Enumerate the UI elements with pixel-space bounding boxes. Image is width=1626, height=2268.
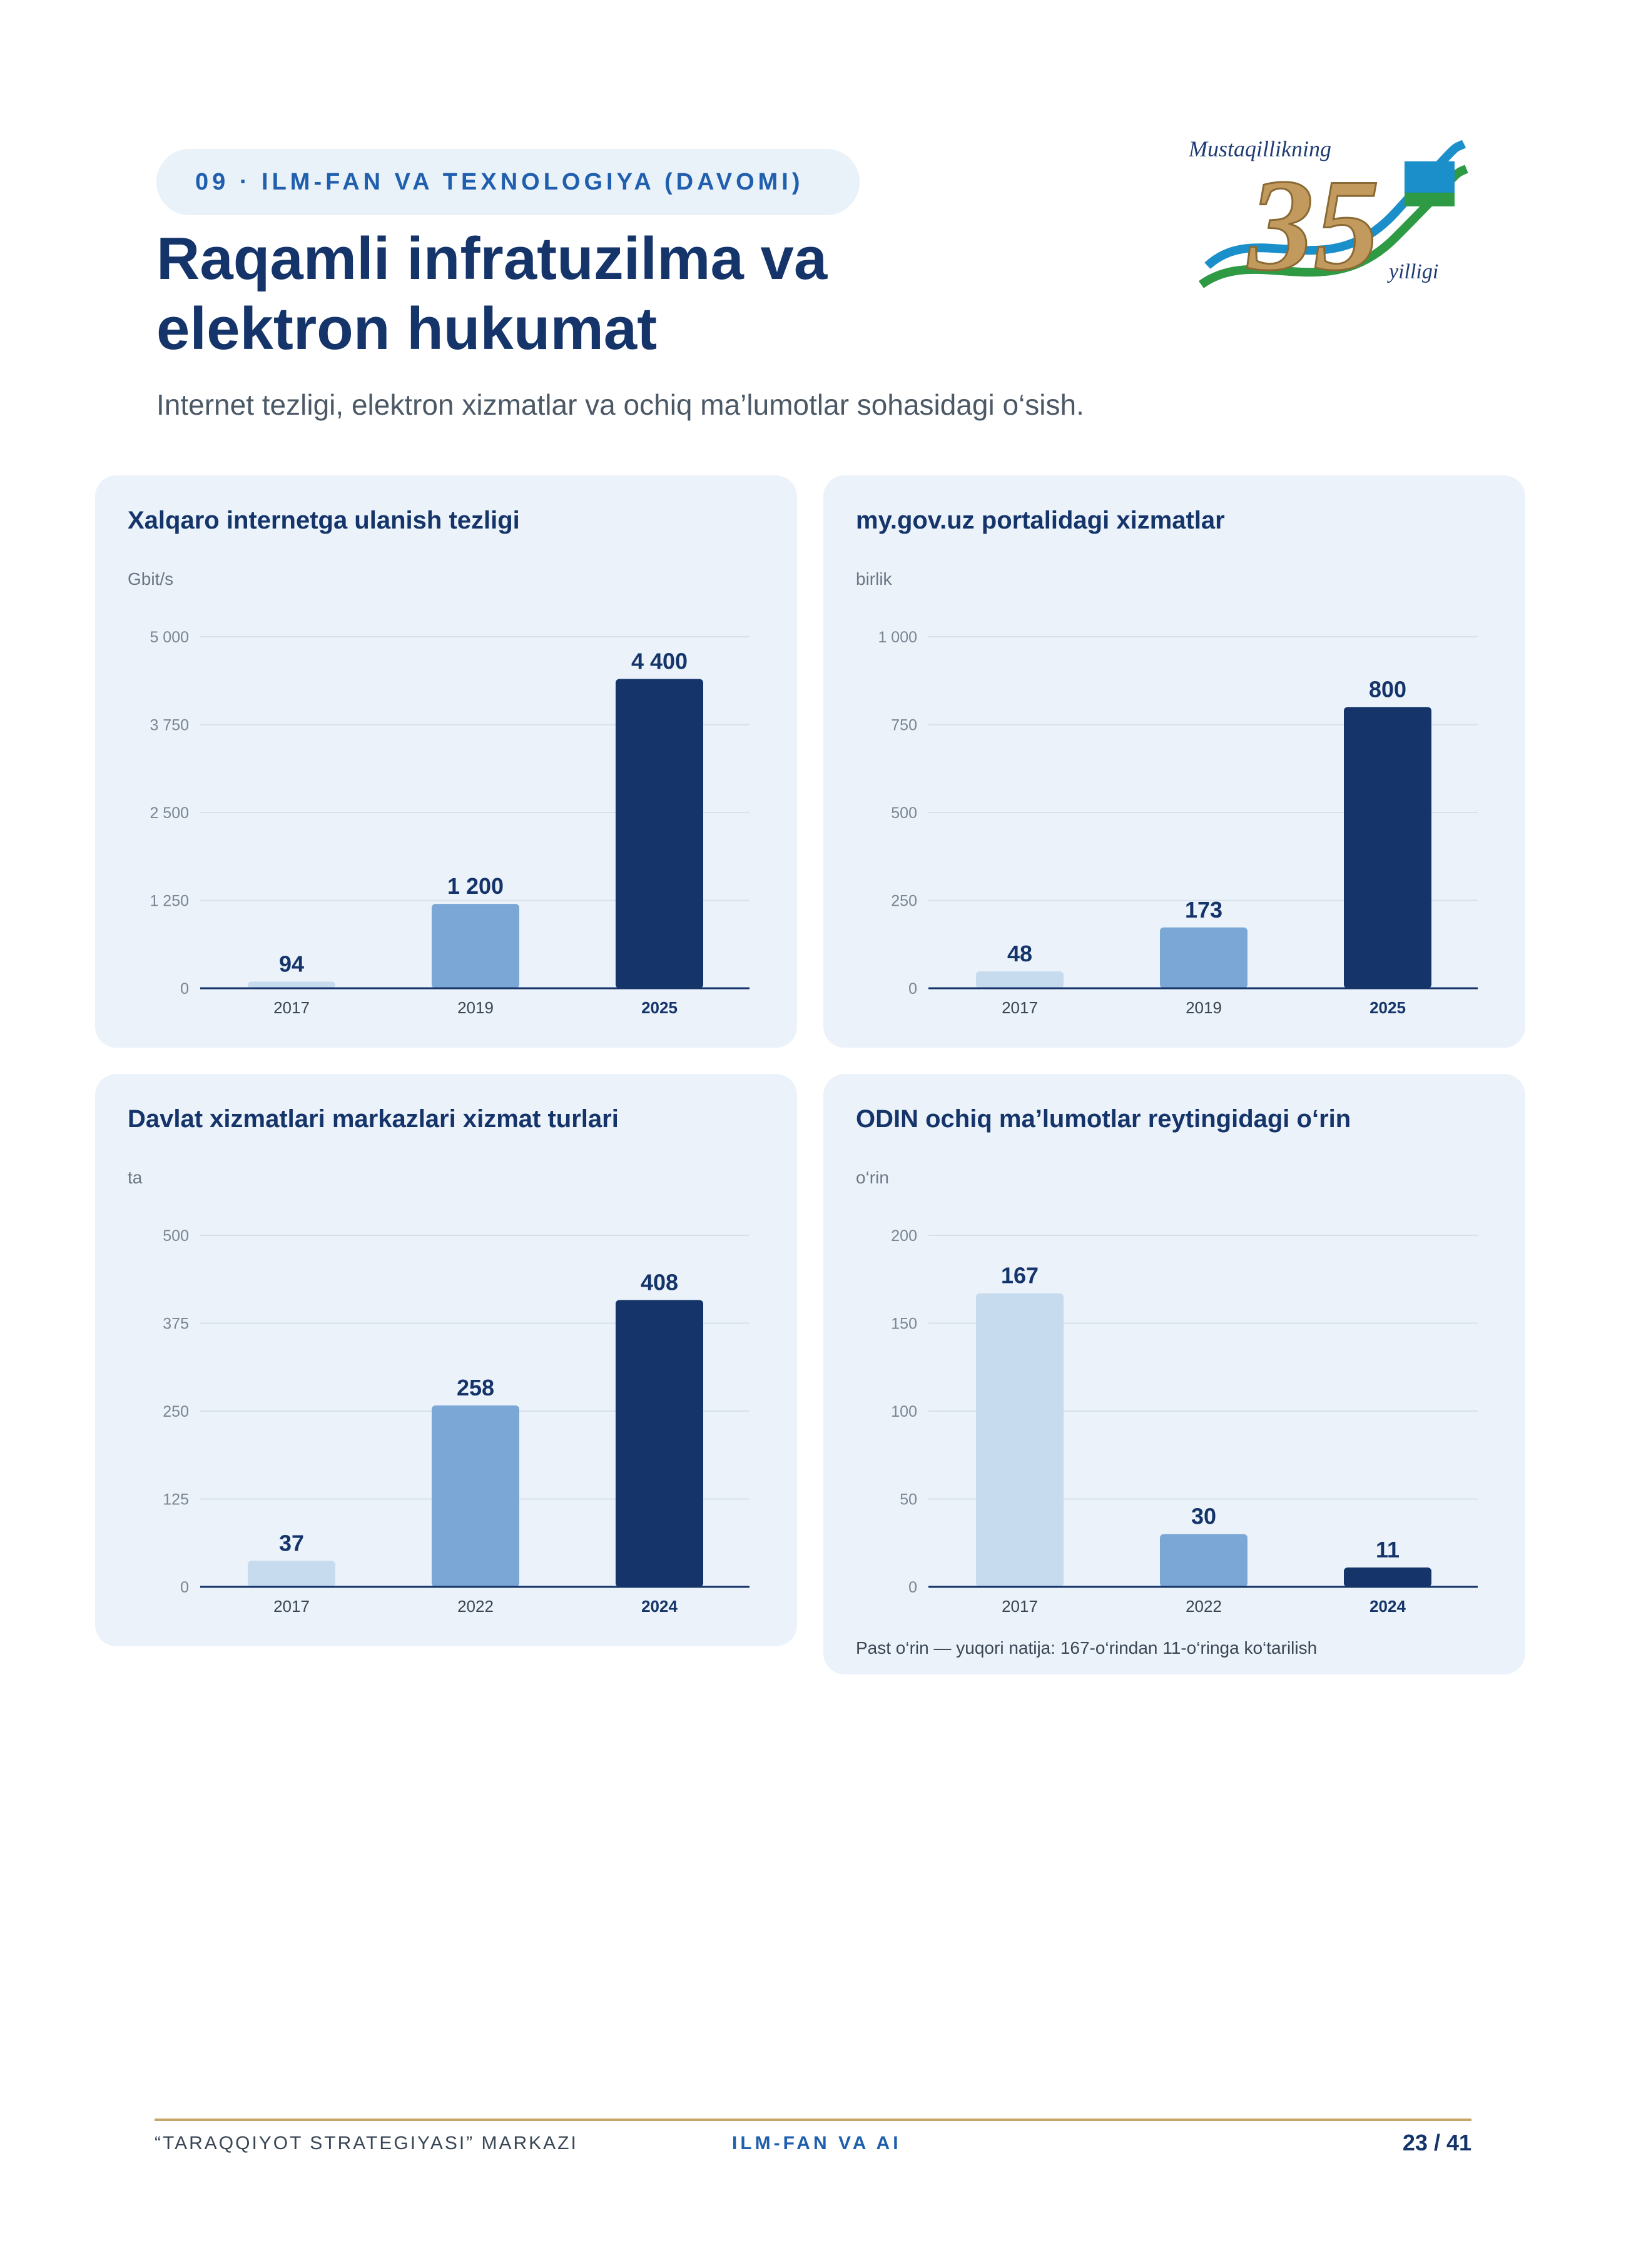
bar-value-label: 173 bbox=[1185, 897, 1222, 923]
y-tick-label: 250 bbox=[891, 893, 917, 910]
y-tick-label: 1 250 bbox=[150, 893, 189, 910]
y-tick-label: 150 bbox=[891, 1315, 917, 1333]
x-tick-label: 2024 bbox=[1369, 1597, 1406, 1616]
page-subtitle: Internet tezligi, elektron xizmatlar va … bbox=[156, 388, 1084, 421]
logo-text-bottom: yilligi bbox=[1387, 260, 1438, 283]
bar-value-label: 800 bbox=[1369, 676, 1406, 702]
chart-title: ODIN ochiq ma’lumotlar reytingidagi o‘ri… bbox=[856, 1105, 1351, 1133]
bar bbox=[616, 1300, 703, 1587]
chart-card-service-centers: Davlat xizmatlari markazlari xizmat turl… bbox=[95, 1074, 797, 1646]
y-tick-label: 1 000 bbox=[878, 629, 917, 646]
x-tick-label: 2017 bbox=[1002, 1597, 1038, 1616]
y-tick-label: 50 bbox=[900, 1491, 917, 1509]
bar bbox=[248, 1561, 335, 1587]
x-tick-label: 2017 bbox=[1002, 998, 1038, 1017]
bar-value-label: 408 bbox=[641, 1269, 678, 1295]
flag-icon bbox=[1405, 161, 1455, 193]
x-tick-label: 2017 bbox=[273, 1597, 310, 1616]
bar bbox=[616, 679, 703, 988]
chart-unit: birlik bbox=[856, 569, 892, 589]
y-tick-label: 0 bbox=[180, 980, 189, 998]
title-line-2: elektron hukumat bbox=[156, 295, 658, 362]
bar-value-label: 258 bbox=[457, 1375, 494, 1400]
y-tick-label: 100 bbox=[891, 1403, 917, 1420]
bar bbox=[976, 1293, 1064, 1587]
bar bbox=[432, 904, 519, 988]
x-tick-label: 2019 bbox=[1186, 998, 1222, 1017]
x-tick-label: 2017 bbox=[273, 998, 310, 1017]
y-tick-label: 2 500 bbox=[150, 804, 189, 822]
y-tick-label: 500 bbox=[891, 804, 917, 822]
chart-title: Davlat xizmatlari markazlari xizmat turl… bbox=[128, 1105, 619, 1133]
y-tick-label: 500 bbox=[163, 1227, 189, 1245]
y-tick-label: 0 bbox=[908, 1579, 917, 1596]
chart-unit: ta bbox=[128, 1168, 143, 1187]
y-tick-label: 3 750 bbox=[150, 717, 189, 734]
logo-number: 35 bbox=[1247, 153, 1380, 294]
chart-card-internet-speed: Xalqaro internetga ulanish tezligi Gbit/… bbox=[95, 475, 797, 1048]
bar-value-label: 37 bbox=[279, 1530, 304, 1556]
title-line-1: Raqamli infratuzilma va bbox=[156, 225, 828, 292]
y-tick-label: 250 bbox=[163, 1403, 189, 1420]
logo-text-top: Mustaqillikning bbox=[1189, 136, 1331, 161]
y-tick-label: 0 bbox=[180, 1579, 189, 1596]
bar bbox=[1160, 927, 1247, 988]
footer-section: ILM-FAN VA AI bbox=[732, 2133, 902, 2154]
bar bbox=[432, 1405, 519, 1587]
section-label: 09 · ILM-FAN VA TEXNOLOGIYA (DAVOMI) bbox=[156, 149, 860, 215]
bar-value-label: 4 400 bbox=[631, 648, 688, 674]
bar-value-label: 94 bbox=[279, 951, 304, 976]
x-tick-label: 2019 bbox=[457, 998, 494, 1017]
y-tick-label: 375 bbox=[163, 1315, 189, 1333]
x-tick-label: 2022 bbox=[1186, 1597, 1222, 1616]
y-tick-label: 200 bbox=[891, 1227, 917, 1245]
bar bbox=[248, 981, 335, 988]
bar-chart: 0 50 100 150 200 167 2017 30 2022 11 2024 bbox=[891, 1227, 1478, 1616]
bar bbox=[1344, 707, 1431, 988]
chart-card-mygov-services: my.gov.uz portalidagi xizmatlar birlik 0… bbox=[823, 475, 1525, 1048]
chart-unit: Gbit/s bbox=[128, 569, 174, 589]
y-tick-label: 125 bbox=[163, 1491, 189, 1509]
bar-value-label: 11 bbox=[1376, 1537, 1400, 1562]
page-number: 23 / 41 bbox=[1402, 2130, 1471, 2155]
y-tick-label: 5 000 bbox=[150, 629, 189, 646]
page-title: Raqamli infratuzilma va elektron hukumat bbox=[156, 224, 1032, 364]
bar-value-label: 1 200 bbox=[447, 873, 504, 899]
chart-card-odin-ranking: ODIN ochiq ma’lumotlar reytingidagi o‘ri… bbox=[823, 1074, 1525, 1674]
x-tick-label: 2025 bbox=[641, 998, 678, 1017]
bar bbox=[1344, 1567, 1431, 1587]
footer-divider bbox=[155, 2119, 1471, 2121]
x-tick-label: 2024 bbox=[641, 1597, 678, 1616]
bar-value-label: 167 bbox=[1001, 1263, 1039, 1288]
chart-title: Xalqaro internetga ulanish tezligi bbox=[128, 507, 520, 534]
bar-chart: 0 125 250 375 500 37 2017 258 2022 408 2024 bbox=[163, 1227, 749, 1616]
footer-organization: “TARAQQIYOT STRATEGIYASI” MARKAZI bbox=[155, 2133, 578, 2154]
bar-chart: 0 1 250 2 500 3 750 5 000 94 2017 1 200 2019 4 40… bbox=[150, 629, 749, 1017]
bar bbox=[1160, 1534, 1247, 1587]
chart-note: Past o‘rin — yuqori natija: 167-o‘rindan… bbox=[856, 1638, 1318, 1658]
bar bbox=[976, 971, 1064, 988]
chart-title: my.gov.uz portalidagi xizmatlar bbox=[856, 507, 1225, 534]
bar-value-label: 48 bbox=[1007, 941, 1032, 966]
bar-chart: 0 250 500 750 1 000 48 2017 173 2019 800 2025 bbox=[878, 629, 1478, 1017]
chart-unit: o‘rin bbox=[856, 1168, 889, 1187]
x-tick-label: 2022 bbox=[457, 1597, 494, 1616]
anniversary-logo: Mustaqillikning 35 yilligi bbox=[1189, 136, 1468, 294]
x-tick-label: 2025 bbox=[1369, 998, 1406, 1017]
y-tick-label: 750 bbox=[891, 717, 917, 734]
y-tick-label: 0 bbox=[908, 980, 917, 998]
bar-value-label: 30 bbox=[1191, 1504, 1216, 1529]
